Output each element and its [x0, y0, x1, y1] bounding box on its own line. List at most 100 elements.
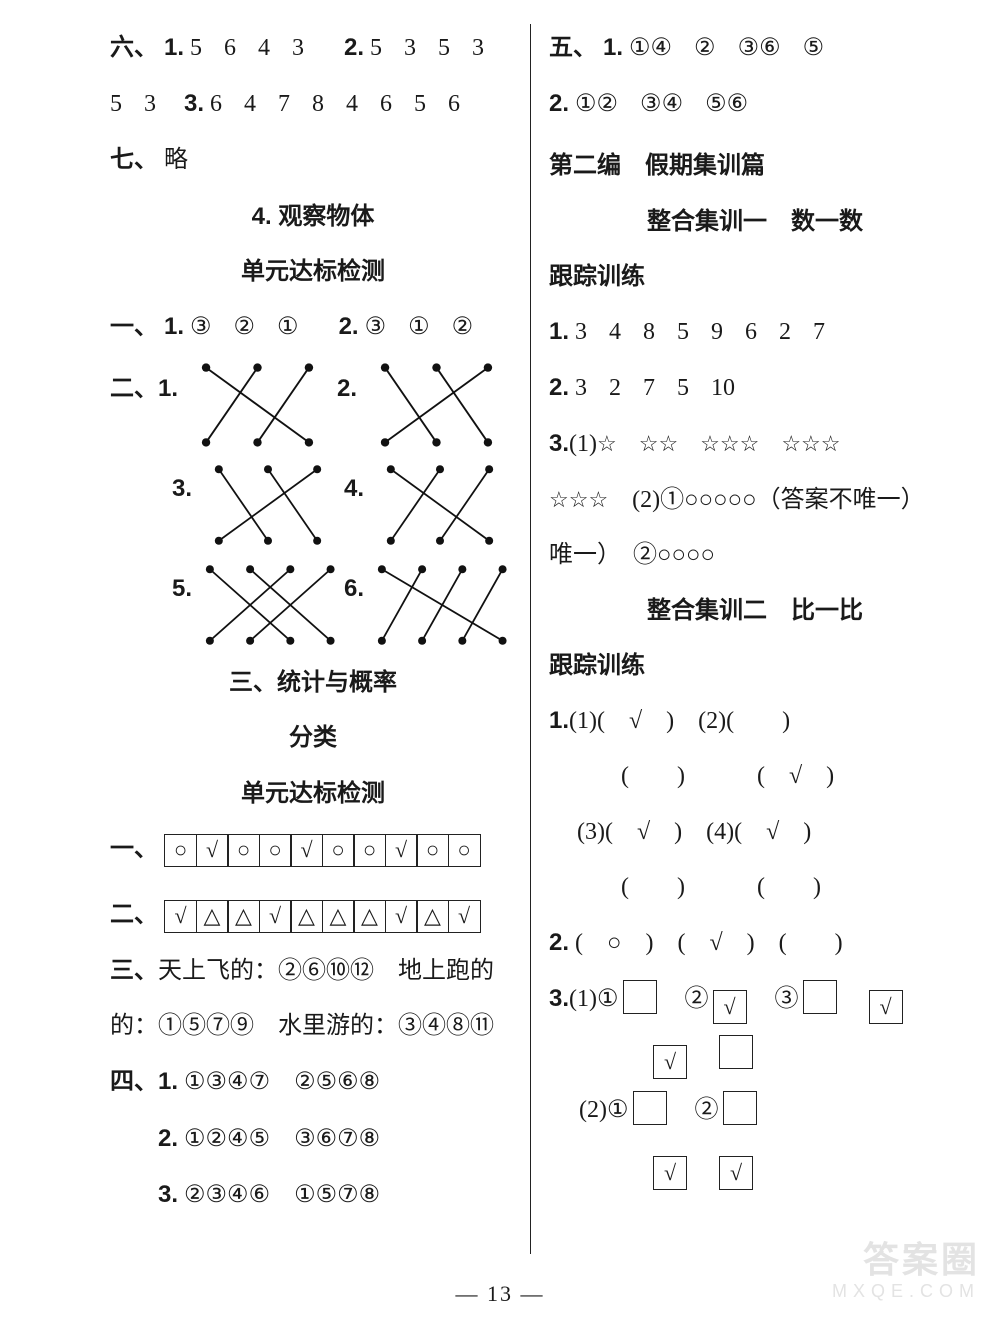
- t2-q1-l1: ( ) ( √ ): [549, 763, 834, 789]
- match-fig-2: [357, 355, 516, 455]
- label-2-5: 5.: [172, 555, 192, 616]
- jx1-t1: 整合集训一: [647, 208, 767, 235]
- label-five: 五、: [549, 34, 597, 61]
- q6-line1: 六、 1. 5643 2. 5353: [110, 20, 516, 76]
- q4-2b: ③⑥⑦⑧: [294, 1126, 380, 1152]
- q3a-t: 天上飞的: [158, 958, 254, 984]
- sec4-subtitle: 单元达标检测: [110, 244, 516, 299]
- t2-q3-row1: ① ②√ ③ √: [597, 986, 931, 1012]
- t2-q3: 3.(1)① ②√ ③ √ √ (2)① ② √ √: [549, 971, 961, 1193]
- t1-q2: 2. 327510: [549, 360, 961, 416]
- q1-1-vals: ③②①: [190, 314, 321, 340]
- t1-q2-vals: 327510: [575, 375, 757, 401]
- q4-n3: 3.: [110, 1181, 178, 1208]
- q4-1b: ②⑤⑥⑧: [294, 1069, 380, 1095]
- label-5-2: 2.: [549, 90, 569, 117]
- stat-title1: 三、统计与概率: [110, 655, 516, 710]
- q4-n2: 2.: [110, 1125, 178, 1152]
- t1-q3-stars: ☆ ☆☆ ☆☆☆ ☆☆☆: [597, 431, 841, 456]
- label-symrow1: 一、: [110, 835, 158, 862]
- t1-q3-label: 3.: [549, 430, 569, 457]
- q2-row3: 5. 6.: [110, 555, 516, 655]
- symrow-2: 二、 √△△√△△△√△√: [110, 887, 516, 943]
- t1-q3-p2: (2): [632, 487, 660, 513]
- q6-2-vals: 5353: [370, 35, 506, 61]
- label-three: 三、: [110, 957, 158, 984]
- jx2-t1: 整合集训二: [647, 597, 767, 624]
- label-six: 六、: [110, 34, 158, 61]
- t1-q3-c1tail: （答案不唯一）: [757, 487, 925, 513]
- page-num-value: 13: [487, 1281, 513, 1306]
- q4-block: 四、1. ①③④⑦ ②⑤⑥⑧ 2. ①②④⑤ ③⑥⑦⑧ 3. ②③④⑥ ①⑤⑦⑧: [110, 1054, 516, 1223]
- jx1-t2: 数一数: [791, 208, 863, 235]
- t2-q1-label: 1.: [549, 707, 569, 734]
- track2-label: 跟踪训练: [549, 638, 961, 693]
- symrow-2-cells: √△△√△△△√△√: [164, 902, 481, 928]
- match-fig-6: [364, 555, 516, 655]
- t1-q3-p1: (1): [569, 431, 597, 457]
- q3b-t: 地上跑的: [398, 958, 494, 984]
- label-2-3: 3.: [172, 455, 192, 516]
- t2-q2: 2. ( ○ ) ( √ ) ( ): [549, 915, 961, 971]
- stat-subtitle: 单元达标检测: [110, 766, 516, 821]
- label-6-3: 3.: [184, 90, 204, 117]
- t2-q2-text: ( ○ ) ( √ ) ( ): [575, 930, 843, 956]
- label-5-1: 1.: [603, 34, 623, 61]
- watermark-line2: MXQE.COM: [832, 1281, 980, 1303]
- right-column: 五、 1. ①④②③⑥⑤ 2. ①②③④⑤⑥ 第二编 假期集训篇 整合集训一 数…: [531, 20, 961, 1323]
- q3b-v: ①⑤⑦⑨: [158, 1013, 254, 1039]
- r-q5-1-vals: ①④②③⑥⑤: [629, 35, 846, 61]
- t2-q1-l0: (1)( √ ) (2)( ): [569, 708, 790, 734]
- r-q5-l2: 2. ①②③④⑤⑥: [549, 76, 961, 132]
- match-fig-3: [192, 455, 344, 555]
- label-1-1: 1.: [164, 313, 184, 340]
- label-6-2: 2.: [344, 34, 364, 61]
- symrow-1: 一、 ○√○○√○○√○○: [110, 821, 516, 877]
- sec-head-1: 第二编: [549, 152, 621, 179]
- label-6-1: 1.: [164, 34, 184, 61]
- q4-3a: ②③④⑥: [184, 1182, 270, 1208]
- t2-q3-p2: (2): [549, 1097, 607, 1123]
- track1-label: 跟踪训练: [549, 249, 961, 304]
- t1-q3-c1: ①○○○○○: [660, 487, 756, 513]
- q7: 七、 略: [110, 132, 516, 188]
- t2-q1: 1.(1)( √ ) (2)( ) ( ) ( √ ) (3)( √ ) (4)…: [549, 693, 961, 915]
- r-q5-l1: 五、 1. ①④②③⑥⑤: [549, 20, 961, 76]
- q4-2a: ①②④⑤: [184, 1126, 270, 1152]
- q4-3b: ①⑤⑦⑧: [294, 1182, 380, 1208]
- watermark: 答案圈 MXQE.COM: [832, 1238, 980, 1303]
- sec-head-2: 假期集训篇: [645, 152, 765, 179]
- t2-q3-p1: (1): [569, 986, 597, 1012]
- label-2-4: 4.: [344, 455, 364, 516]
- q4-n1: 1.: [158, 1068, 178, 1095]
- t2-q3-label: 3.: [549, 985, 569, 1012]
- label-four: 四、: [110, 1068, 158, 1095]
- q3c-v: ③④⑧⑪: [398, 1013, 494, 1039]
- jx1-title: 整合集训一 数一数: [549, 194, 961, 249]
- sec4-title: 4. 观察物体: [110, 189, 516, 244]
- q2-row2: 3. 4.: [110, 455, 516, 555]
- q4-1a: ①③④⑦: [184, 1069, 270, 1095]
- t1-q1: 1. 34859627: [549, 304, 961, 360]
- label-1-2: 2.: [339, 313, 359, 340]
- label-2-1: 1.: [158, 355, 178, 416]
- q6-3-vals: 64784656: [210, 91, 482, 117]
- r-q5-2-vals: ①②③④⑤⑥: [575, 91, 770, 117]
- t2-q3-row2: √: [549, 1041, 781, 1067]
- label-2-2: 2.: [337, 355, 357, 416]
- q3-block: 三、天上飞的：②⑥⑩⑫ 地上跑的 的：①⑤⑦⑨ 水里游的：③④⑧⑪: [110, 943, 516, 1054]
- jx2-title: 整合集训二 比一比: [549, 583, 961, 638]
- label-symrow2: 二、: [110, 901, 158, 928]
- label-one: 一、: [110, 313, 158, 340]
- q1-2-vals: ③①②: [365, 314, 496, 340]
- label-two: 二、: [110, 355, 158, 416]
- t1-q1-label: 1.: [549, 318, 569, 345]
- t1-q1-vals: 34859627: [575, 319, 847, 345]
- q6-2-cont: 53: [110, 91, 178, 117]
- q7-text: 略: [164, 147, 188, 173]
- t1-q3-star-tail: ☆☆☆: [549, 487, 608, 512]
- t2-q2-label: 2.: [549, 929, 569, 956]
- t2-q1-l3: ( ) ( ): [549, 874, 821, 900]
- q3c-t: 水里游的: [278, 1013, 374, 1039]
- q1-line: 一、 1. ③②① 2. ③①②: [110, 299, 516, 355]
